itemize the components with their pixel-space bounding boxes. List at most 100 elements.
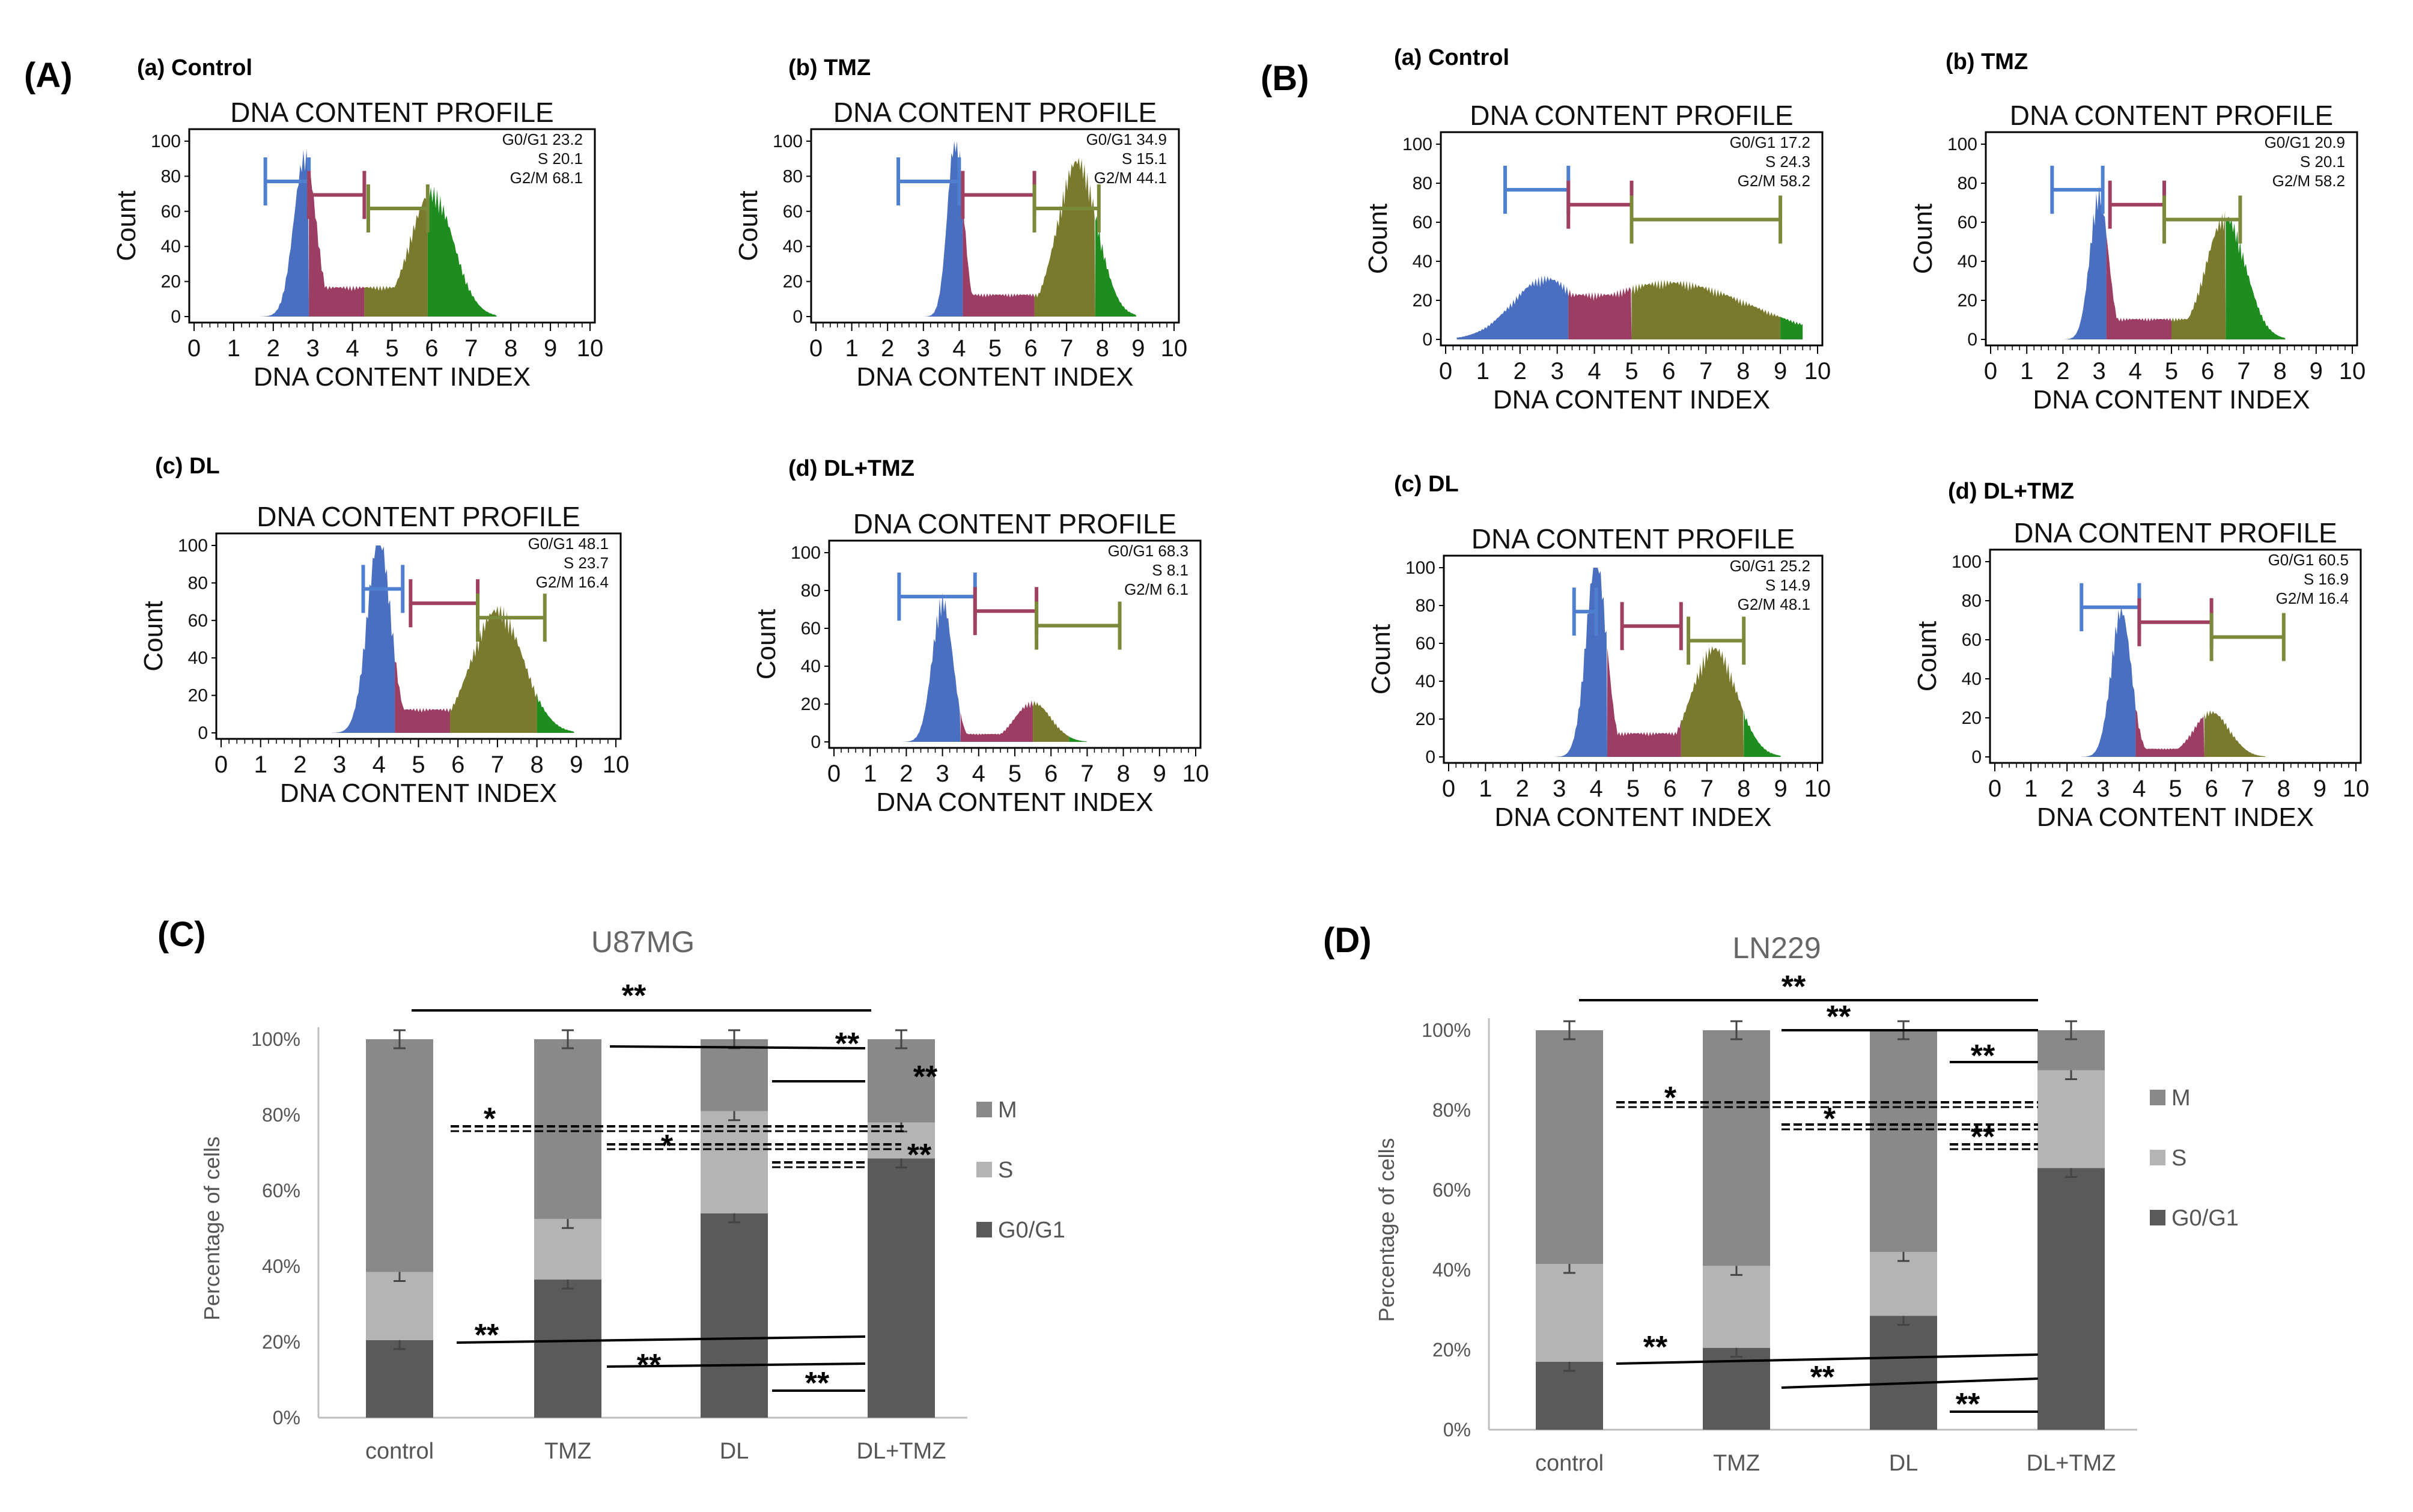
y-tick-label: 40 [161, 237, 181, 257]
g2m-late-histogram-region [1780, 317, 1803, 339]
y-tick-label: 0 [811, 732, 821, 752]
s-phase-histogram-region [2135, 709, 2205, 757]
x-tick-label: 2 [1514, 358, 1527, 384]
phase-statistic: G2/M 16.4 [2276, 589, 2349, 607]
y-tick-label: 20% [1432, 1339, 1471, 1361]
category-label: control [365, 1439, 434, 1464]
x-tick-label: 10 [1804, 776, 1831, 802]
y-tick-label: 80 [161, 166, 181, 186]
significance-marker: * [661, 1129, 674, 1164]
y-axis-label: Count [734, 190, 763, 261]
phase-statistic: G2/M 6.1 [1124, 580, 1188, 598]
g0g1-histogram-region [260, 148, 309, 317]
bar-segment-m [534, 1039, 601, 1219]
phase-statistic: G0/G1 23.2 [502, 130, 583, 148]
x-tick-label: 0 [1439, 358, 1452, 384]
y-tick-label: 100 [178, 536, 208, 556]
bar-segment-m [366, 1039, 433, 1272]
phase-statistic: G0/G1 60.5 [2268, 551, 2349, 569]
significance-marker: ** [907, 1138, 932, 1173]
x-tick-label: 3 [2092, 358, 2105, 384]
y-tick-label: 0 [1971, 747, 1982, 767]
g2m-histogram-region [2171, 210, 2226, 339]
significance-marker: ** [1810, 1360, 1835, 1395]
category-label: DL [1889, 1451, 1919, 1476]
y-tick-label: 60 [1413, 213, 1432, 232]
x-tick-label: 9 [1153, 761, 1166, 787]
bar-segment-m [1870, 1030, 1937, 1252]
legend-label: G0/G1 [998, 1218, 1065, 1243]
stacked-bar-chart: LN229 0% 20% 40% 60% 80% 100% Percentage of cel… [1374, 931, 2239, 1476]
phase-statistic: G2/M 68.1 [510, 169, 583, 187]
x-tick-label: 7 [1060, 335, 1073, 362]
bar-segment-g0g1 [868, 1158, 935, 1418]
x-tick-label: 4 [2129, 358, 2142, 384]
bar-segment-g0g1 [534, 1280, 601, 1418]
histogram-title: DNA CONTENT PROFILE [833, 97, 1157, 128]
y-axis-label: Count [752, 609, 781, 679]
phase-statistic: G2/M 44.1 [1094, 169, 1167, 187]
s-phase-histogram-region [963, 189, 1035, 317]
significance-marker: ** [622, 979, 647, 1013]
significance-marker: ** [475, 1318, 499, 1353]
x-tick-label: 4 [1587, 358, 1601, 384]
x-tick-label: 6 [1024, 335, 1037, 362]
x-tick-label: 9 [2313, 776, 2326, 802]
x-tick-label: 6 [451, 751, 464, 778]
significance-marker: ** [835, 1027, 860, 1061]
x-tick-label: 10 [577, 335, 604, 362]
x-tick-label: 6 [425, 335, 438, 362]
bar-segment-s [2037, 1070, 2105, 1168]
y-tick-label: 40 [783, 237, 803, 257]
g2m-late-histogram-region [1744, 709, 1781, 757]
y-axis-label: Count [1366, 624, 1396, 694]
x-tick-label: 5 [385, 335, 398, 362]
x-tick-label: 6 [1662, 358, 1675, 384]
x-tick-label: 4 [345, 335, 359, 362]
y-tick-label: 100% [1422, 1019, 1471, 1041]
x-tick-label: 6 [2205, 776, 2218, 802]
y-tick-label: 100 [1947, 135, 1977, 154]
x-tick-label: 1 [1479, 776, 1492, 802]
x-tick-label: 7 [1699, 358, 1712, 384]
y-tick-label: 20 [1958, 291, 1977, 311]
g0g1-histogram-region [1554, 568, 1608, 757]
y-tick-label: 100 [1952, 552, 1982, 572]
g2m-late-histogram-region [1095, 216, 1137, 317]
bar-segment-g0g1 [1536, 1361, 1603, 1430]
y-tick-label: 60 [188, 611, 208, 631]
x-tick-label: 3 [333, 751, 346, 778]
y-tick-label: 60 [1416, 634, 1435, 654]
y-tick-label: 20 [161, 272, 181, 292]
x-tick-label: 10 [1182, 761, 1210, 787]
bar-segment-s [366, 1272, 433, 1340]
x-tick-label: 5 [1626, 776, 1640, 802]
x-tick-label: 8 [1116, 761, 1130, 787]
y-tick-label: 0 [793, 307, 803, 327]
y-tick-label: 80 [1958, 174, 1977, 193]
x-tick-label: 3 [917, 335, 930, 362]
phase-statistic: S 16.9 [2304, 570, 2349, 588]
g2m-late-histogram-region [537, 693, 575, 733]
x-axis-label: DNA CONTENT INDEX [856, 362, 1133, 392]
category-label: DL [720, 1439, 749, 1464]
dna-histogram-panel: (a) Control DNA CONTENT PROFILE DNA CONTEN… [1363, 45, 1831, 414]
x-tick-label: 3 [306, 335, 320, 362]
category-label: DL+TMZ [857, 1439, 946, 1464]
x-tick-label: 8 [1096, 335, 1109, 362]
y-tick-label: 80% [1432, 1099, 1471, 1121]
g0g1-histogram-region [924, 141, 963, 317]
category-label: control [1535, 1451, 1604, 1476]
x-tick-label: 6 [2201, 358, 2214, 384]
y-tick-label: 40 [188, 648, 208, 668]
significance-marker: ** [1782, 970, 1806, 1004]
x-tick-label: 1 [2024, 776, 2037, 802]
legend-label: M [2171, 1085, 2191, 1111]
x-tick-label: 2 [1516, 776, 1529, 802]
g2m-late-histogram-region [2226, 216, 2286, 339]
histogram-title: DNA CONTENT PROFILE [1470, 100, 1793, 131]
y-tick-label: 20 [801, 694, 821, 714]
chart-title: LN229 [1732, 931, 1821, 965]
phase-statistic: G0/G1 68.3 [1108, 542, 1188, 560]
